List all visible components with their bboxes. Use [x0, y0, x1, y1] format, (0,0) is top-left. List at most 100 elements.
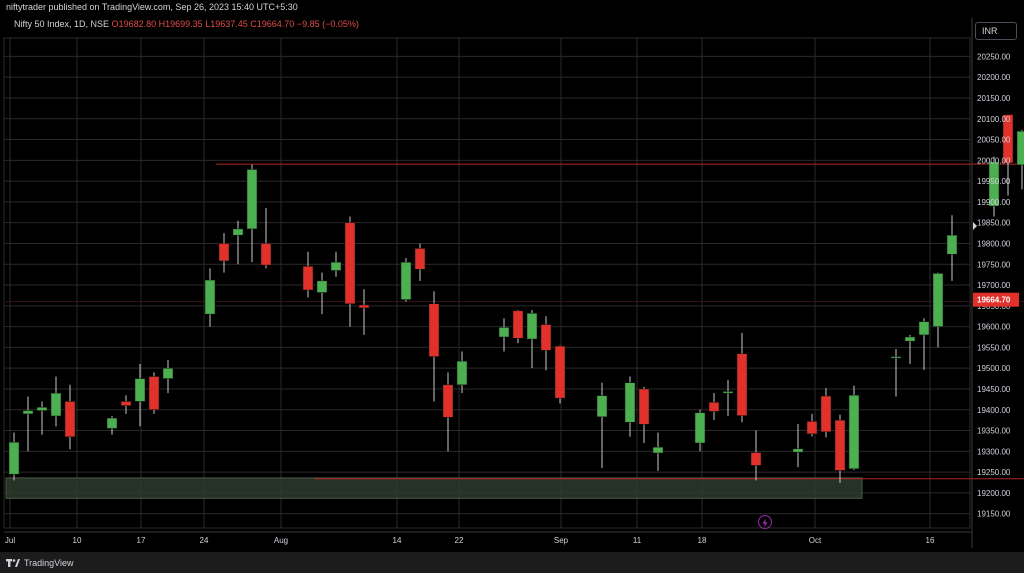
- x-tick-label: 24: [200, 536, 209, 545]
- scale-marker-icon: [973, 222, 977, 230]
- candle: [848, 385, 860, 471]
- high-value: H19699.35: [158, 19, 203, 29]
- candle-body: [834, 419, 846, 471]
- candle-body: [148, 376, 160, 411]
- candle-body: [736, 353, 748, 416]
- tradingview-brand[interactable]: TradingView: [6, 557, 74, 569]
- candle: [120, 395, 132, 414]
- candle: [708, 393, 720, 421]
- candle: [414, 243, 426, 281]
- plot-frame: [3, 37, 971, 529]
- x-tick-label: Aug: [274, 536, 288, 545]
- candle-body: [400, 261, 412, 300]
- candlestick-chart[interactable]: 19150.00 19200.00 19250.00 19300.00 19350.00…: [0, 0, 1024, 552]
- candle: [722, 379, 734, 416]
- candle: [736, 332, 748, 423]
- candle-body: [50, 392, 62, 417]
- candle-body: [820, 395, 832, 433]
- candle: [932, 272, 944, 348]
- candle-body: [1002, 114, 1014, 164]
- y-tick-label: 19900.00: [977, 198, 1011, 207]
- y-tick-label: 19250.00: [977, 468, 1011, 477]
- y-tick-label: 20000.00: [977, 156, 1011, 165]
- y-tick-label: 20050.00: [977, 136, 1011, 145]
- candle-body: [624, 382, 636, 423]
- candle-body: [1016, 130, 1024, 166]
- tradingview-logo-icon: [6, 559, 20, 567]
- candle: [218, 233, 230, 273]
- candles: [8, 114, 1024, 483]
- bolt-icon[interactable]: [758, 515, 772, 529]
- candle-body: [904, 336, 916, 342]
- support-zones: [5, 477, 863, 499]
- last-price-label: 19664.70: [977, 296, 1011, 305]
- candle: [330, 251, 342, 277]
- axes: 19150.00 19200.00 19250.00 19300.00 19350.00…: [4, 18, 1019, 548]
- candle: [918, 318, 930, 370]
- candle: [344, 216, 356, 327]
- y-tick-label: 19450.00: [977, 385, 1011, 394]
- y-tick-label: 19850.00: [977, 219, 1011, 228]
- candle-body: [456, 360, 468, 386]
- support-zone: [5, 477, 863, 499]
- candle: [106, 415, 118, 435]
- candle: [792, 423, 804, 468]
- x-tick-label: 14: [393, 536, 402, 545]
- candle-body: [512, 310, 524, 339]
- candle-body: [540, 324, 552, 351]
- candle-body: [162, 367, 174, 379]
- y-tick-label: 19200.00: [977, 489, 1011, 498]
- candle-body: [22, 410, 34, 415]
- candle-body: [498, 327, 510, 338]
- candle-body: [722, 391, 734, 394]
- candle-body: [652, 446, 664, 454]
- candle: [400, 258, 412, 302]
- y-tick-label: 19400.00: [977, 406, 1011, 415]
- candle-body: [64, 401, 76, 438]
- candle: [246, 164, 258, 263]
- close-value: C19664.70: [250, 19, 295, 29]
- candle-body: [204, 279, 216, 315]
- candle: [50, 376, 62, 427]
- candle: [8, 432, 20, 481]
- candle: [638, 386, 650, 444]
- candle: [428, 291, 440, 402]
- candle: [302, 251, 314, 298]
- candle-body: [638, 388, 650, 425]
- last-price-badge: [973, 292, 1019, 307]
- open-value: O19682.80: [111, 19, 157, 29]
- candle-body: [246, 169, 258, 230]
- candle: [134, 364, 146, 427]
- candle-body: [134, 378, 146, 402]
- change-value: −9.85 (−0.05%): [296, 19, 359, 29]
- publish-info: niftytrader published on TradingView.com…: [6, 2, 298, 12]
- x-tick-label: 16: [926, 536, 935, 545]
- candle-body: [932, 273, 944, 327]
- candle: [890, 349, 902, 397]
- y-tick-label: 19300.00: [977, 447, 1011, 456]
- y-tick-label: 19700.00: [977, 281, 1011, 290]
- currency-button[interactable]: INR: [975, 22, 1017, 40]
- candle: [1016, 129, 1024, 190]
- candle: [750, 430, 762, 481]
- candle: [834, 414, 846, 483]
- x-tick-label: 18: [698, 536, 707, 545]
- candle-body: [330, 261, 342, 271]
- candle: [148, 372, 160, 414]
- y-tick-label: 20200.00: [977, 73, 1011, 82]
- x-tick-label: 11: [633, 536, 642, 545]
- candle-body: [358, 304, 370, 309]
- candle: [526, 309, 538, 369]
- y-tick-label: 19600.00: [977, 323, 1011, 332]
- x-tick-label: Jul: [5, 536, 15, 545]
- candle-body: [260, 243, 272, 266]
- candle-body: [988, 161, 1000, 207]
- candle-body: [414, 248, 426, 270]
- candle-body: [344, 222, 356, 304]
- brand-name: TradingView: [24, 558, 74, 568]
- candle: [442, 372, 454, 452]
- y-tick-label: 19350.00: [977, 427, 1011, 436]
- symbol-name: Nifty 50 Index, 1D, NSE: [14, 19, 110, 29]
- candle-body: [792, 448, 804, 453]
- horizontal-lines: [6, 163, 1024, 480]
